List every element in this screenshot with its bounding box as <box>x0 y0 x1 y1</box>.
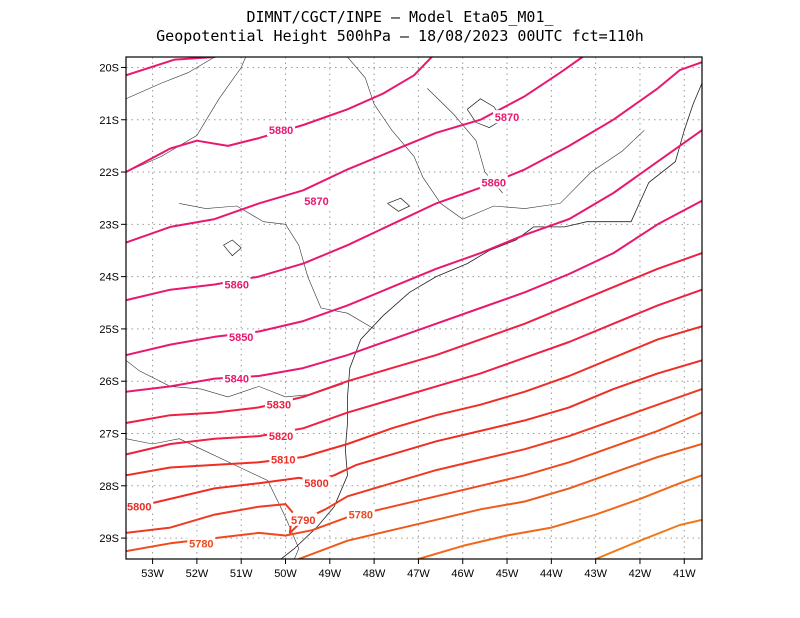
y-tick-label: 26S <box>99 376 119 388</box>
contour-label-bg <box>267 429 296 443</box>
contour-line-5760 <box>417 474 702 559</box>
x-tick-label: 50W <box>274 568 297 580</box>
y-tick-label: 23S <box>99 219 119 231</box>
contour-line-5820 <box>126 288 702 456</box>
coastline <box>280 82 702 559</box>
contour-line-5800 <box>126 359 702 511</box>
x-tick-label: 46W <box>451 568 474 580</box>
contour-line-5780 <box>126 411 702 553</box>
contour-line-5830 <box>126 252 702 424</box>
contour-label: 5860 <box>482 178 506 190</box>
contour-label: 5790 <box>291 515 315 527</box>
state-border <box>126 57 246 173</box>
x-axis: 53W 52W 51W 50W 49W 48W 47W 46W 45W 44W 43W 42W 41W <box>141 559 696 580</box>
x-tick-label: 42W <box>629 568 652 580</box>
chart-title-line-1: DIMNT/CGCT/INPE – Model Eta05_M01_ <box>246 8 554 26</box>
contour-label: 5780 <box>189 538 213 550</box>
x-tick-label: 45W <box>496 568 519 580</box>
contour-label: 5860 <box>225 279 249 291</box>
contour-line-5750 <box>594 518 702 559</box>
contour-label-bg <box>222 371 251 385</box>
x-tick-label: 43W <box>584 568 607 580</box>
geography <box>126 57 702 559</box>
gridlines <box>126 57 702 559</box>
state-border <box>126 360 344 398</box>
y-tick-label: 20S <box>99 62 119 74</box>
state-border <box>126 57 215 100</box>
contour-label-bg <box>289 512 318 526</box>
contour-line-5870 <box>126 57 584 244</box>
x-tick-label: 53W <box>141 568 164 580</box>
contour-label: 5870 <box>495 112 519 124</box>
plot-area <box>126 57 702 559</box>
y-tick-label: 28S <box>99 481 119 493</box>
contour-label-bg <box>479 175 508 189</box>
contour-label: 5800 <box>304 478 328 490</box>
chart-title-line-2: Geopotential Height 500hPa – 18/08/2023 … <box>156 27 644 45</box>
contour-label: 5850 <box>229 332 253 344</box>
contour-label: 5810 <box>271 455 295 467</box>
contour-label: 5780 <box>349 510 373 522</box>
contour-label-bg <box>269 452 298 466</box>
state-border <box>126 438 300 559</box>
contour-labels: 5880 5870 5870 5860 5860 5850 5840 5830 5820 5810… <box>125 110 522 550</box>
contour-label-bg <box>187 536 216 550</box>
y-tick-label: 22S <box>99 167 119 179</box>
y-axis: 20S 21S 22S 23S 24S 25S 26S 27S 28S 29S <box>99 62 126 545</box>
x-tick-label: 51W <box>230 568 253 580</box>
contour-line-5850 <box>126 129 702 357</box>
contour-label-bg <box>227 329 256 343</box>
plot-frame <box>125 56 703 560</box>
contour-label: 5800 <box>127 502 151 514</box>
x-tick-label: 44W <box>540 568 563 580</box>
x-tick-label: 49W <box>319 568 342 580</box>
contour-line-5770 <box>297 443 702 559</box>
y-tick-label: 21S <box>99 115 119 127</box>
contour-label-bg <box>267 123 296 137</box>
contour-label-bg <box>346 507 375 521</box>
state-border <box>347 57 645 220</box>
contour-label: 5840 <box>225 374 249 386</box>
contour-label: 5870 <box>304 196 328 208</box>
contour-label-bg <box>302 193 331 207</box>
contour-label-bg <box>264 397 293 411</box>
contour-line-5810 <box>126 325 702 477</box>
contour-label-bg <box>222 277 251 291</box>
y-tick-label: 29S <box>99 533 119 545</box>
y-tick-label: 25S <box>99 324 119 336</box>
contour-line-5840 <box>126 199 702 393</box>
contour-line-5790 <box>126 388 702 534</box>
contour-label-bg <box>493 110 522 124</box>
contour-label-bg <box>302 476 331 490</box>
x-tick-label: 41W <box>673 568 696 580</box>
x-tick-label: 48W <box>363 568 386 580</box>
contour-label: 5830 <box>267 400 291 412</box>
contour-label-bg <box>125 499 154 513</box>
y-tick-label: 24S <box>99 272 119 284</box>
lake-outline <box>387 197 411 212</box>
contour-label: 5820 <box>269 431 293 443</box>
contour-label: 5880 <box>269 125 293 137</box>
y-tick-label: 27S <box>99 429 119 441</box>
lake-outline <box>223 239 242 257</box>
contour-line-5880 <box>126 57 216 77</box>
x-tick-label: 52W <box>186 568 209 580</box>
x-tick-label: 47W <box>407 568 430 580</box>
